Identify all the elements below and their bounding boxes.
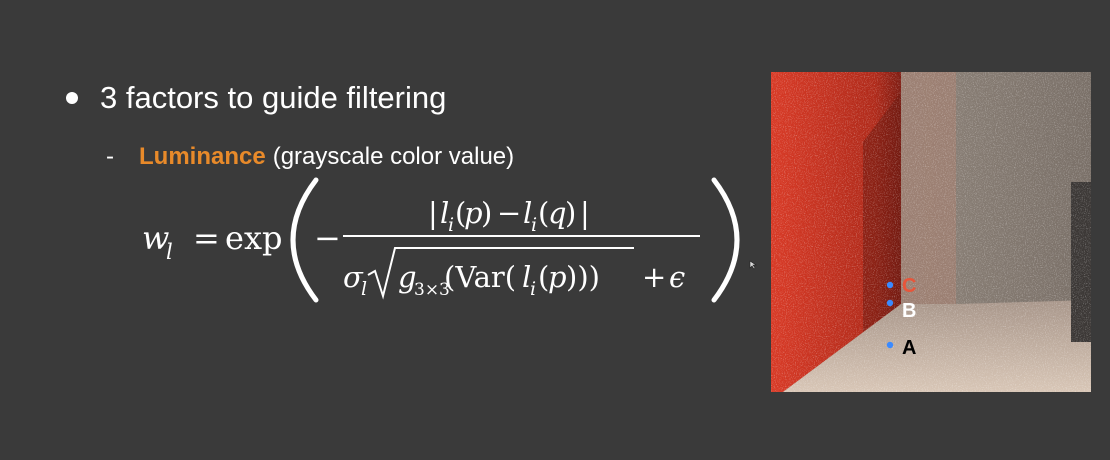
svg-text:l: l — [361, 278, 367, 300]
label-c: C — [902, 275, 916, 297]
formula-equals: = — [193, 219, 220, 257]
svg-text:): ) — [481, 196, 492, 230]
svg-text:−: − — [497, 196, 521, 230]
sub-bullet-dash: - — [106, 143, 114, 170]
svg-text:+: + — [642, 260, 666, 294]
svg-text:p: p — [464, 196, 483, 230]
svg-text:g: g — [398, 260, 417, 294]
label-a: A — [902, 337, 916, 359]
svg-text:l: l — [440, 196, 449, 230]
svg-text:ϵ: ϵ — [669, 260, 685, 294]
formula-minus: − — [314, 219, 341, 257]
formula-lhs-subscript: l — [166, 240, 173, 264]
sub-bullet-item: - Luminance (grayscale color value) — [106, 143, 514, 171]
svg-text:): ) — [565, 196, 576, 230]
bullet-text: 3 factors to guide filtering — [100, 80, 447, 115]
svg-text:σ: σ — [343, 260, 364, 294]
svg-text:l: l — [523, 196, 532, 230]
formula-right-paren — [711, 177, 740, 303]
svg-text:(: ( — [538, 260, 549, 294]
svg-text:i: i — [531, 214, 537, 236]
point-a — [886, 341, 894, 349]
bullet-item: 3 factors to guide filtering — [66, 80, 446, 116]
sub-bullet-description: (grayscale color value) — [272, 143, 515, 170]
point-c — [886, 281, 894, 289]
formula-denominator: σ l g 3×3 (Var( l i ( p ))) + ϵ — [343, 247, 685, 300]
svg-text:|: | — [580, 196, 590, 230]
svg-text:(: ( — [538, 196, 549, 230]
rendered-scene-image: C B A — [771, 72, 1091, 392]
mouse-pointer-icon — [749, 260, 757, 270]
bullet-dot-icon — [66, 92, 78, 104]
svg-text:l: l — [522, 260, 531, 294]
svg-text:i: i — [530, 278, 536, 300]
formula-lhs: w — [142, 219, 169, 257]
svg-text:(Var(: (Var( — [444, 260, 516, 294]
point-b — [886, 299, 894, 307]
label-b: B — [902, 300, 916, 322]
sub-bullet-term: Luminance — [139, 143, 266, 170]
svg-text:q: q — [548, 196, 567, 230]
render-noise-overlay — [771, 72, 1091, 392]
svg-text:|: | — [428, 196, 438, 230]
formula-numerator: | l i ( p ) − l i ( q ) | — [428, 196, 590, 236]
formula-left-paren — [290, 177, 319, 303]
svg-text:3×3: 3×3 — [414, 280, 450, 300]
formula-exp: exp — [225, 219, 282, 257]
luminance-weight-formula: w l = exp − | l i ( p ) − l i ( q ) | σ … — [130, 175, 740, 305]
svg-text:(: ( — [455, 196, 466, 230]
svg-text:p: p — [548, 260, 567, 294]
svg-text:))): ))) — [566, 260, 600, 294]
svg-text:i: i — [448, 214, 454, 236]
